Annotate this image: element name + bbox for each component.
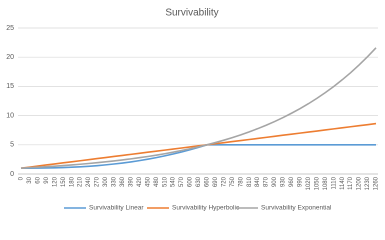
- x-tick-label: 990: [298, 176, 304, 187]
- x-tick-label: 180: [69, 176, 75, 187]
- x-tick-label: 300: [103, 176, 109, 187]
- x-tick-label: 360: [120, 176, 126, 187]
- y-tick-label: 5: [10, 142, 14, 149]
- x-tick-label: 1110: [331, 176, 337, 189]
- x-tick-label: 870: [264, 176, 270, 187]
- x-tick-label: 720: [221, 176, 227, 187]
- x-tick-label: 450: [145, 176, 151, 187]
- x-tick-label: 60: [35, 176, 41, 183]
- y-tick-label: 0: [10, 171, 14, 178]
- x-tick-label: 90: [44, 176, 50, 183]
- x-tick-label: 420: [137, 176, 143, 187]
- x-tick-label: 810: [247, 176, 253, 187]
- x-tick-label: 630: [196, 176, 202, 187]
- series-line: [20, 47, 377, 169]
- x-tick-label: 120: [52, 176, 58, 187]
- x-tick-label: 930: [281, 176, 287, 187]
- x-tick-label: 0: [19, 176, 25, 180]
- x-tick-label: 150: [61, 176, 67, 187]
- legend-label: Survivability Linear: [89, 205, 144, 212]
- x-tick-label: 240: [86, 176, 92, 187]
- x-tick-label: 780: [238, 176, 244, 187]
- x-tick-label: 660: [205, 176, 211, 187]
- page: {"chart_data": { "type": "line", "title"…: [6, 7, 380, 212]
- legend-label: Survivability Hyperbolic: [172, 205, 240, 212]
- y-tick-label: 20: [6, 54, 14, 61]
- x-tick-label: 540: [171, 176, 177, 187]
- x-tick-label: 330: [112, 176, 118, 187]
- x-tick-label: 1080: [323, 176, 329, 190]
- x-tick-label: 1170: [348, 176, 354, 190]
- series-line: [20, 122, 377, 169]
- x-tick-label: 270: [95, 176, 101, 187]
- y-tick-label: 10: [6, 112, 14, 119]
- y-tick-label: 25: [6, 25, 14, 32]
- x-tick-label: 1050: [314, 176, 320, 190]
- x-tick-label: 480: [154, 176, 160, 187]
- x-tick-label: 30: [27, 176, 33, 183]
- legend-label: Survivability Exponential: [261, 205, 332, 212]
- x-tick-label: 210: [78, 176, 84, 187]
- y-tick-label: 15: [6, 83, 14, 90]
- x-tick-label: 840: [255, 176, 261, 187]
- x-tick-label: 600: [188, 176, 194, 187]
- x-tick-label: 900: [272, 176, 278, 187]
- x-tick-label: 1230: [365, 176, 371, 190]
- x-tick-label: 1020: [306, 176, 312, 190]
- x-tick-label: 390: [128, 176, 134, 187]
- chart-title: Survivability: [165, 8, 218, 19]
- x-tick-label: 690: [213, 176, 219, 187]
- x-tick-label: 750: [230, 176, 236, 187]
- x-tick-label: 1200: [357, 176, 363, 190]
- x-tick-label: 960: [289, 176, 295, 187]
- x-tick-label: 570: [179, 176, 185, 187]
- x-tick-label: 1140: [340, 176, 346, 190]
- x-tick-label: 1260: [374, 176, 380, 190]
- x-tick-label: 510: [162, 176, 168, 187]
